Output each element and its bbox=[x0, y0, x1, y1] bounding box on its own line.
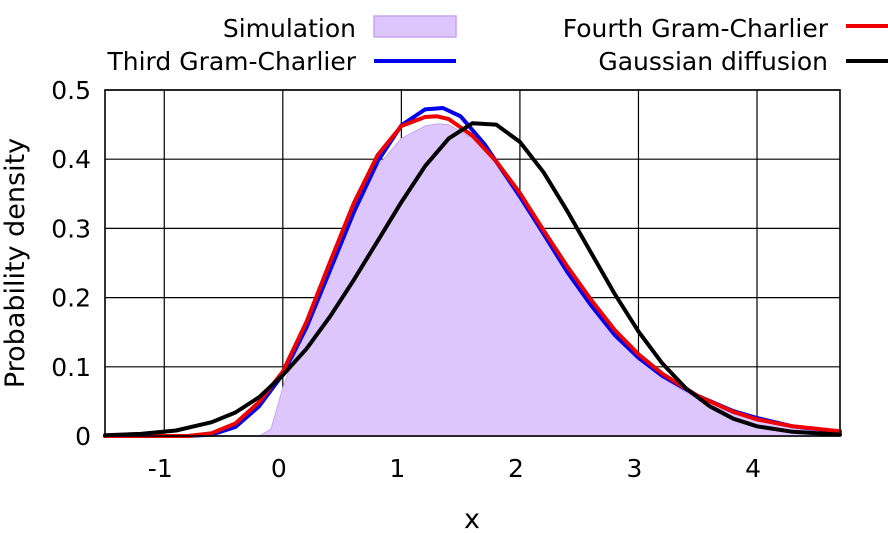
y-tick-label: 0.5 bbox=[51, 76, 91, 105]
series-gaussian-diffusion-line bbox=[103, 121, 842, 438]
y-tick-label: 0.1 bbox=[51, 353, 91, 382]
x-tick-label: -1 bbox=[148, 454, 173, 483]
x-tick-label: 2 bbox=[508, 454, 524, 483]
series-simulation-area bbox=[257, 123, 841, 437]
x-axis-label: x bbox=[464, 504, 480, 533]
x-tick-label: 0 bbox=[271, 454, 287, 483]
tick-labels: -1 0 1 2 3 4 0 0.1 0.2 0.3 0.4 0.5 bbox=[51, 76, 761, 483]
legend-label-gaussian-diffusion: Gaussian diffusion bbox=[598, 47, 828, 76]
plot-frame bbox=[104, 89, 841, 437]
y-tick-label: 0.3 bbox=[51, 214, 91, 243]
legend-swatch-simulation bbox=[373, 15, 457, 38]
legend-label-third-gram-charlier: Third Gram-Charlier bbox=[106, 47, 356, 76]
legend-label-fourth-gram-charlier: Fourth Gram-Charlier bbox=[563, 14, 829, 43]
y-tick-label: 0 bbox=[75, 422, 91, 451]
series-layer bbox=[103, 106, 842, 438]
legend: Simulation Third Gram-Charlier Fourth Gr… bbox=[106, 14, 888, 76]
x-tick-label: 1 bbox=[389, 454, 405, 483]
y-axis-label: Probability density bbox=[0, 138, 31, 388]
x-tick-label: 4 bbox=[745, 454, 761, 483]
legend-label-simulation: Simulation bbox=[223, 14, 356, 43]
x-tick-label: 3 bbox=[627, 454, 643, 483]
y-tick-label: 0.2 bbox=[51, 284, 91, 313]
y-tick-label: 0.4 bbox=[51, 145, 91, 174]
